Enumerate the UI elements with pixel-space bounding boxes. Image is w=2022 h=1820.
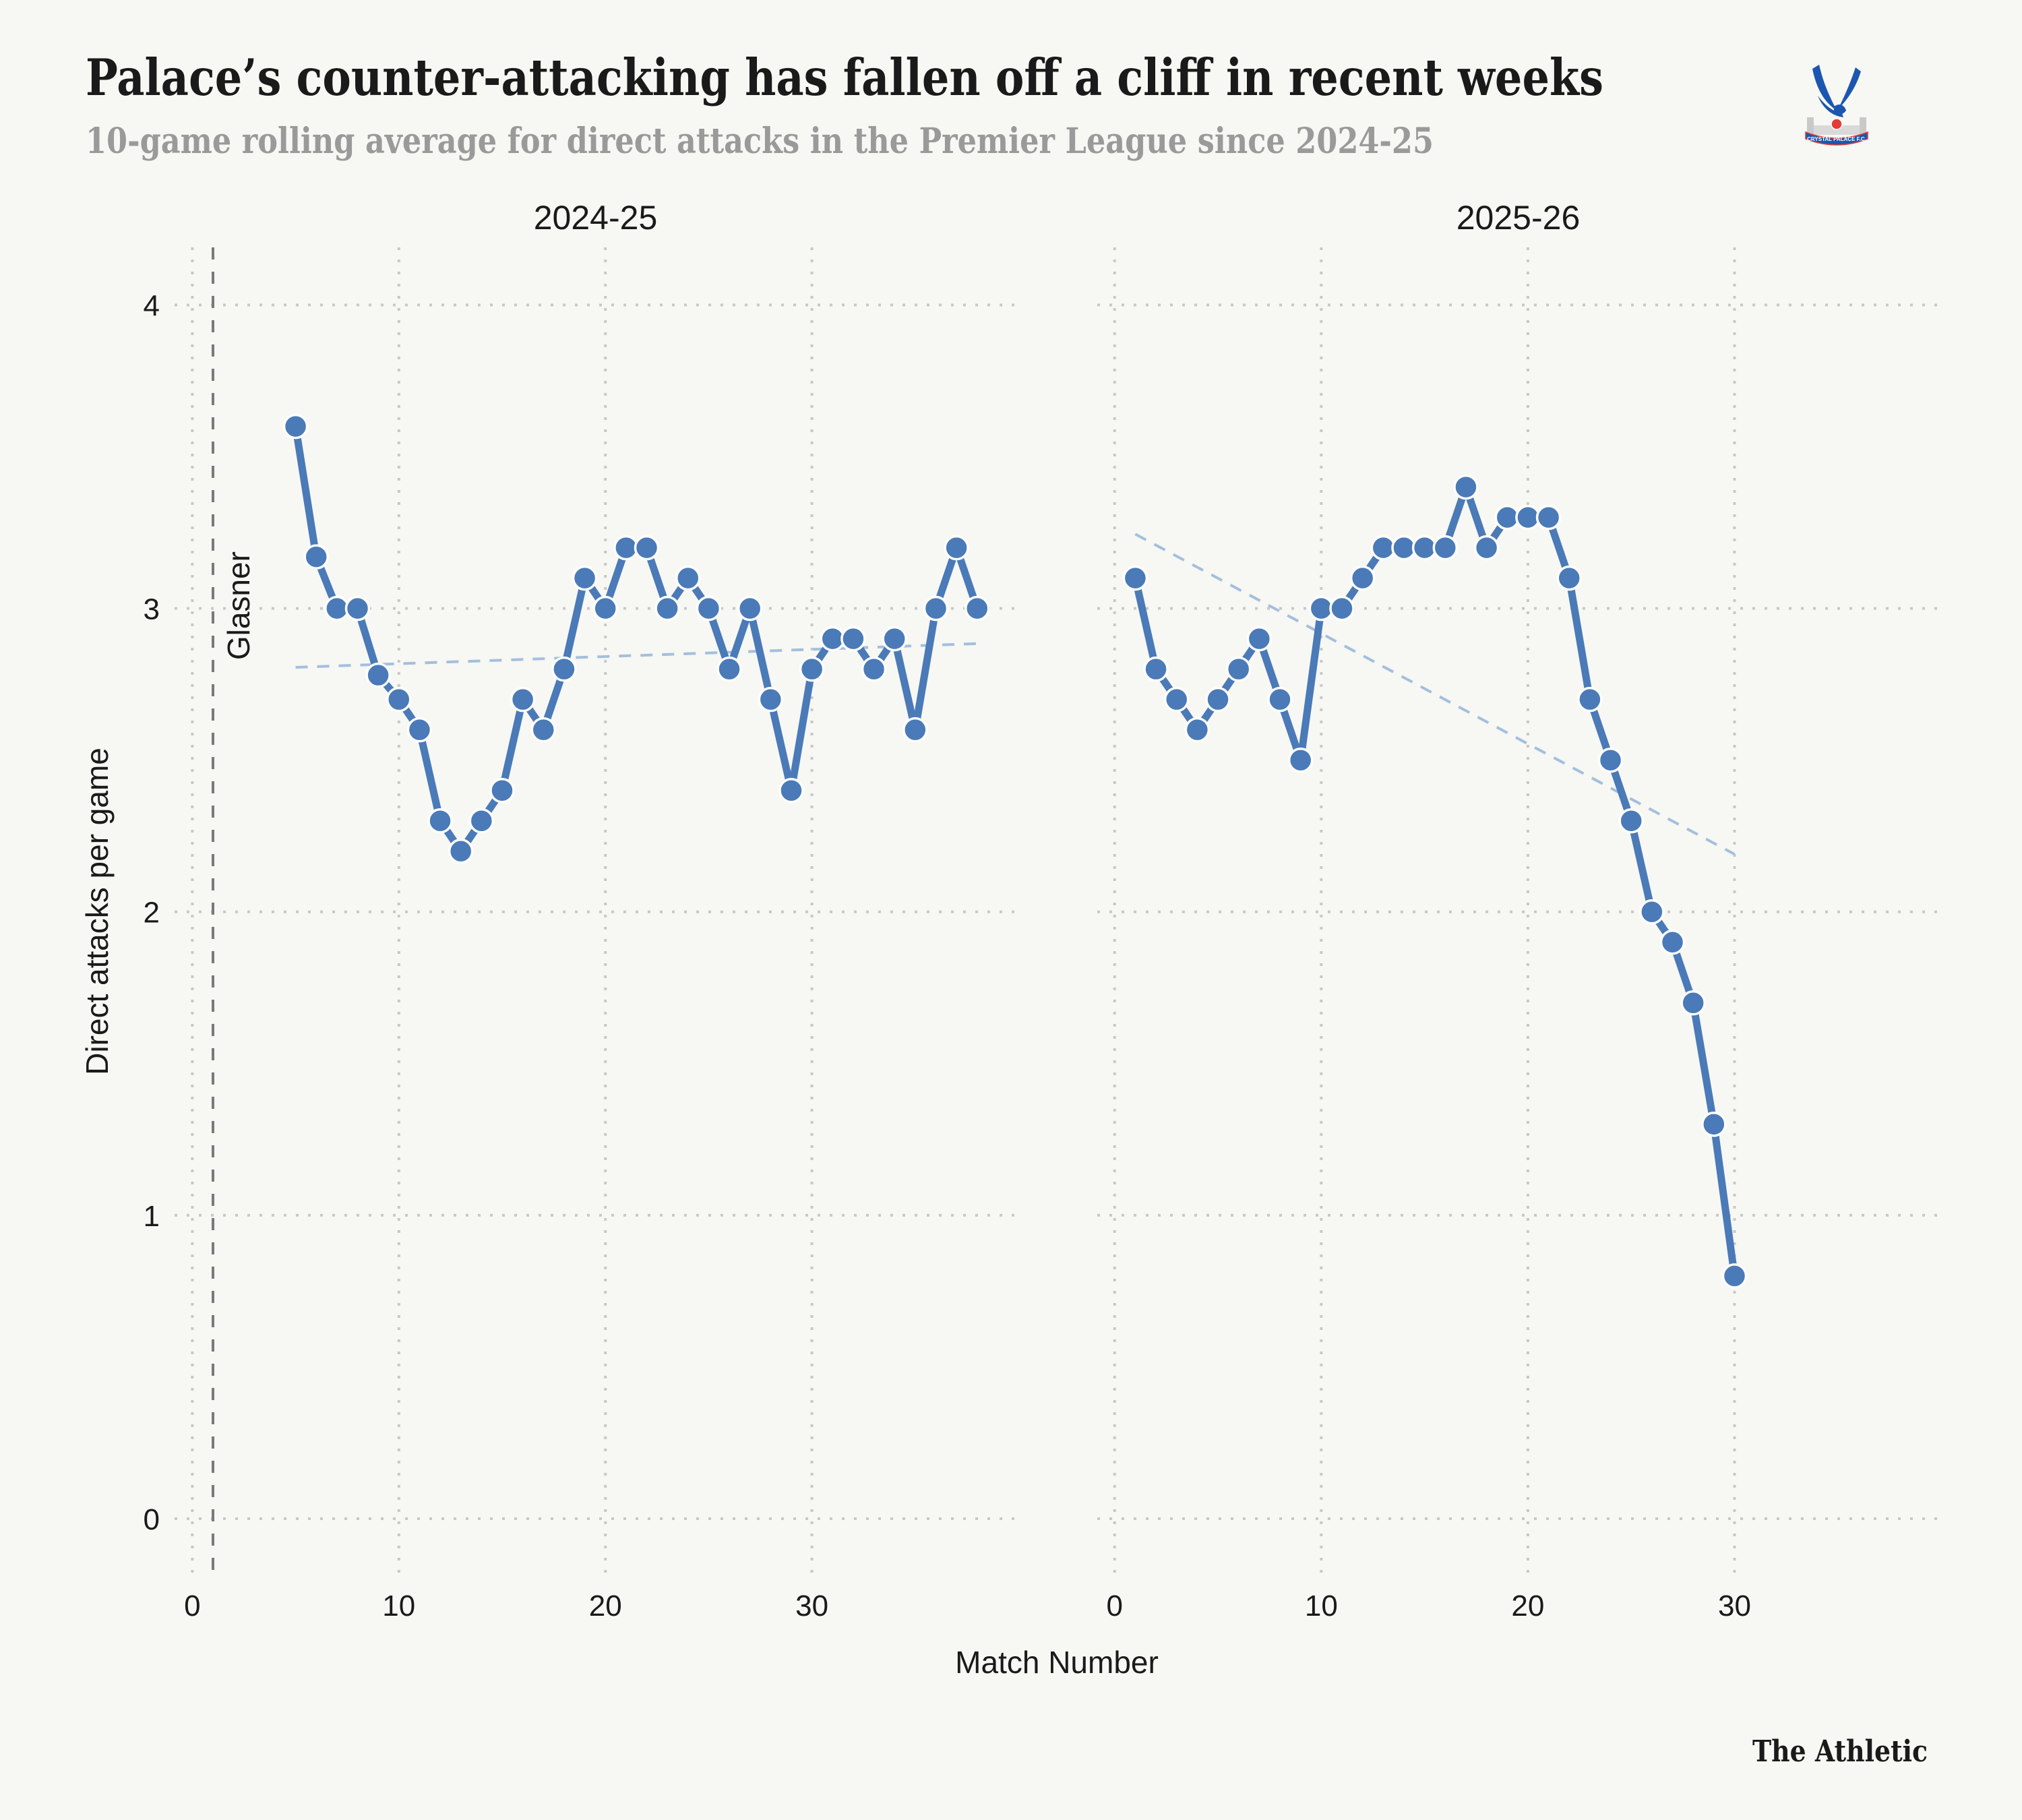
data-point — [1577, 686, 1603, 712]
trend-line — [1134, 533, 1736, 855]
data-point — [1494, 504, 1521, 530]
y-tick-label: 0 — [144, 1503, 160, 1536]
x-tick-label: 0 — [184, 1589, 200, 1622]
data-point — [1453, 474, 1479, 500]
data-point — [675, 565, 701, 591]
data-point — [1184, 717, 1211, 743]
y-tick-label: 2 — [144, 897, 160, 930]
data-point — [448, 838, 474, 864]
facet-title: 2025-26 — [1457, 199, 1581, 237]
data-point — [1639, 899, 1665, 925]
data-point — [1432, 535, 1459, 561]
data-point — [778, 777, 804, 803]
data-point — [882, 626, 907, 652]
data-point — [1225, 656, 1252, 682]
data-point — [964, 595, 990, 621]
x-axis-title: Match Number — [955, 1645, 1159, 1680]
x-tick-label: 30 — [795, 1589, 828, 1622]
y-tick-label: 3 — [144, 593, 160, 626]
data-point — [1246, 626, 1273, 652]
data-point — [406, 717, 433, 743]
data-point — [551, 656, 577, 682]
data-point — [634, 535, 660, 561]
data-point — [386, 686, 412, 712]
data-point — [1556, 565, 1582, 591]
data-point — [1122, 565, 1148, 591]
y-tick-label: 4 — [144, 290, 160, 323]
data-point — [303, 544, 329, 570]
data-point — [716, 656, 742, 682]
data-point — [654, 595, 680, 621]
data-point — [1349, 565, 1376, 591]
y-tick-label: 1 — [144, 1200, 160, 1233]
data-point — [1411, 535, 1438, 561]
data-point — [944, 535, 969, 561]
data-point — [1473, 535, 1500, 561]
the-athletic-logo: The Athletic — [1752, 1734, 1928, 1769]
crystal-palace-crest-logo: CRYSTAL PALACE F.C. — [1805, 65, 1868, 146]
data-point — [696, 595, 722, 621]
glasner-annotation-label: Glasner — [221, 551, 256, 660]
data-point — [468, 808, 495, 834]
data-point — [344, 595, 371, 621]
data-point — [861, 656, 887, 682]
data-point — [1701, 1112, 1727, 1137]
crest-banner-text: CRYSTAL PALACE F.C. — [1807, 136, 1866, 142]
data-point — [1535, 504, 1562, 530]
x-tick-label: 20 — [589, 1589, 622, 1622]
data-point — [1329, 595, 1355, 621]
data-point — [737, 595, 763, 621]
data-point — [923, 595, 949, 621]
data-point — [1370, 535, 1397, 561]
data-point — [1205, 686, 1231, 712]
series-line — [1131, 483, 1738, 1280]
panel-2024-25: 2024-25 0 1 2 3 4 0 10 20 30 Glasner — [144, 199, 1016, 1622]
data-point — [1515, 504, 1541, 530]
data-point — [572, 565, 598, 591]
chart-title: Palace’s counter-attacking has fallen of… — [86, 48, 1603, 107]
data-point — [510, 686, 536, 712]
data-point — [1618, 808, 1644, 834]
data-point — [1721, 1263, 1748, 1289]
data-point — [1287, 747, 1314, 773]
data-point — [1597, 747, 1624, 773]
x-tick-label: 10 — [1305, 1589, 1338, 1622]
data-point — [489, 777, 515, 803]
data-point — [530, 717, 557, 743]
x-tick-label: 20 — [1511, 1589, 1544, 1622]
data-point — [902, 717, 928, 743]
x-tick-label: 0 — [1107, 1589, 1123, 1622]
panel-2025-26: 2025-26 0 10 20 30 — [1097, 199, 1939, 1622]
data-point — [365, 662, 391, 688]
data-point — [592, 595, 618, 621]
data-point — [427, 808, 453, 834]
data-point — [1680, 990, 1706, 1016]
facet-title: 2024-25 — [534, 199, 658, 237]
data-point — [799, 656, 825, 682]
data-point — [1143, 656, 1169, 682]
data-point — [1308, 595, 1335, 621]
data-point — [758, 686, 784, 712]
x-tick-label: 30 — [1718, 1589, 1751, 1622]
data-point — [1267, 686, 1293, 712]
data-point — [840, 626, 866, 652]
chart-subtitle: 10-game rolling average for direct attac… — [86, 121, 1434, 162]
x-tick-label: 10 — [382, 1589, 415, 1622]
data-point — [1163, 686, 1190, 712]
data-point — [282, 413, 309, 439]
y-axis-title: Direct attacks per game — [80, 748, 115, 1075]
data-point — [1659, 930, 1686, 955]
data-point — [1391, 535, 1417, 561]
